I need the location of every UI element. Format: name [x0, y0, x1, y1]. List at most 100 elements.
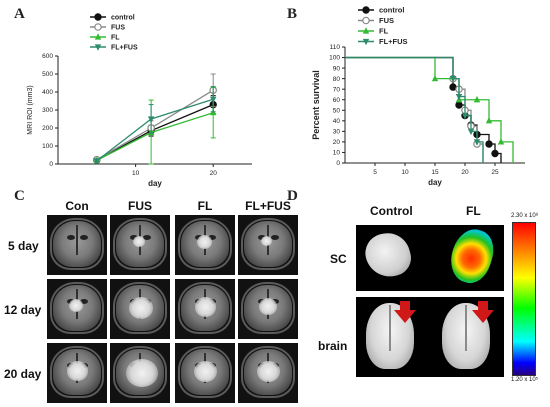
- sc-fl-tissue: [444, 224, 500, 288]
- y-tick-label: 400: [42, 89, 53, 96]
- brain-section: [53, 221, 101, 267]
- legend-marker: [94, 44, 102, 51]
- y-axis-label: Percent survival: [311, 70, 321, 140]
- tumor-lesion: [261, 236, 272, 247]
- brain-section: [244, 221, 292, 267]
- brain-section: [181, 221, 229, 267]
- brain-section: [53, 285, 101, 331]
- y-tick-label: 0: [336, 160, 340, 167]
- y-tick-label: 300: [42, 107, 53, 114]
- x-axis-label: day: [428, 178, 442, 187]
- tumor-lesion: [257, 361, 280, 382]
- mri-column-label: FUS: [128, 199, 152, 213]
- ventricle: [208, 235, 216, 240]
- y-tick-label: 20: [333, 139, 341, 146]
- skull-outline: [241, 346, 295, 398]
- legend-label: FL: [379, 27, 389, 36]
- arrow-icon: [472, 301, 494, 323]
- brain-section: [244, 349, 292, 395]
- ventricle: [80, 235, 88, 240]
- legend-label: control: [379, 6, 404, 15]
- colorbar-max-label: 2.30 x 10⁸: [511, 213, 539, 219]
- sc-control-tissue: [361, 228, 415, 282]
- skull-outline: [50, 346, 104, 398]
- tumor-lesion: [196, 235, 212, 249]
- mri-row-label: 12 day: [4, 303, 42, 317]
- y-tick-label: 100: [42, 143, 53, 150]
- imaging-col-fl: FL: [466, 204, 481, 218]
- mri-scan-tile: [175, 215, 235, 275]
- skull-outline: [178, 218, 232, 270]
- arrow-icon: [394, 301, 416, 323]
- brain-section: [181, 349, 229, 395]
- x-axis-label: day: [148, 179, 162, 188]
- brain-image-box: [356, 297, 504, 377]
- y-tick-label: 600: [42, 53, 53, 60]
- y-tick-label: 0: [49, 161, 53, 168]
- skull-outline: [113, 282, 167, 334]
- x-tick-label: 20: [461, 169, 469, 176]
- panel-label-a: A: [14, 6, 25, 22]
- y-tick-label: 100: [329, 55, 340, 62]
- ventricle: [80, 299, 88, 304]
- x-tick-label: 5: [373, 169, 377, 176]
- ventricle: [67, 235, 75, 240]
- mri-scan-tile: [47, 279, 107, 339]
- series-line: [96, 89, 214, 161]
- panel-label-b: B: [287, 6, 298, 22]
- y-tick-label: 10: [333, 150, 341, 157]
- legend-label: FL+FUS: [379, 37, 408, 46]
- tumor-lesion: [66, 361, 88, 381]
- tumor-lesion: [128, 296, 153, 319]
- data-point: [147, 116, 155, 123]
- censor-marker: [497, 138, 505, 145]
- mri-scan-tile: [110, 215, 170, 275]
- brain-fl-fissure: [465, 305, 467, 351]
- mri-scan-tile: [238, 215, 298, 275]
- mri-scan-tile: [110, 279, 170, 339]
- brain-section: [181, 285, 229, 331]
- mri-scan-tile: [175, 279, 235, 339]
- mri-row-label: 20 day: [4, 367, 42, 381]
- mri-scan-tile: [47, 215, 107, 275]
- panel-label-d: D: [287, 188, 298, 204]
- y-tick-label: 80: [333, 76, 341, 83]
- legend-marker: [94, 13, 102, 21]
- mri-scan-tile: [238, 279, 298, 339]
- skull-outline: [178, 346, 232, 398]
- legend-label: FUS: [379, 16, 394, 25]
- censor-marker: [461, 112, 469, 120]
- legend-label: FL: [111, 35, 120, 42]
- brain-section: [53, 349, 101, 395]
- legend-label: FUS: [111, 25, 125, 32]
- brain-section: [116, 221, 164, 267]
- survival-chart: 0 10 20 30 40 50 60 70 80 90 100 110 5 10 15 20 25 day Per…: [311, 6, 525, 187]
- skull-outline: [113, 346, 167, 398]
- y-tick-label: 40: [333, 118, 341, 125]
- mri-column-label: Con: [65, 199, 89, 213]
- brain-control-fissure: [389, 305, 391, 351]
- skull-outline: [113, 218, 167, 270]
- mri-column-label: FL+FUS: [245, 199, 291, 213]
- panel-label-c: C: [14, 188, 25, 204]
- mri-grid: Con FUS FL FL+FUS 5 day 12 day 20 day: [0, 195, 298, 407]
- censor-marker: [485, 117, 493, 124]
- legend-marker: [362, 38, 370, 46]
- x-tick-label: 10: [401, 169, 409, 176]
- skull-outline: [50, 282, 104, 334]
- censor-marker: [473, 95, 481, 103]
- legend-label: control: [111, 15, 135, 22]
- data-point: [93, 158, 100, 165]
- mri-scan-tile: [110, 343, 170, 403]
- censor-marker: [473, 139, 481, 146]
- legend-label: FL+FUS: [111, 45, 138, 52]
- skull-outline: [241, 282, 295, 334]
- legend-marker: [362, 16, 370, 25]
- x-tick-label: 10: [132, 170, 140, 177]
- skull-outline: [50, 218, 104, 270]
- legend-marker: [362, 6, 370, 14]
- tumor-lesion: [194, 297, 216, 317]
- colorbar: [512, 222, 536, 376]
- series-line: [96, 112, 214, 161]
- y-axis-label: MRI ROI (mm3): [27, 85, 34, 134]
